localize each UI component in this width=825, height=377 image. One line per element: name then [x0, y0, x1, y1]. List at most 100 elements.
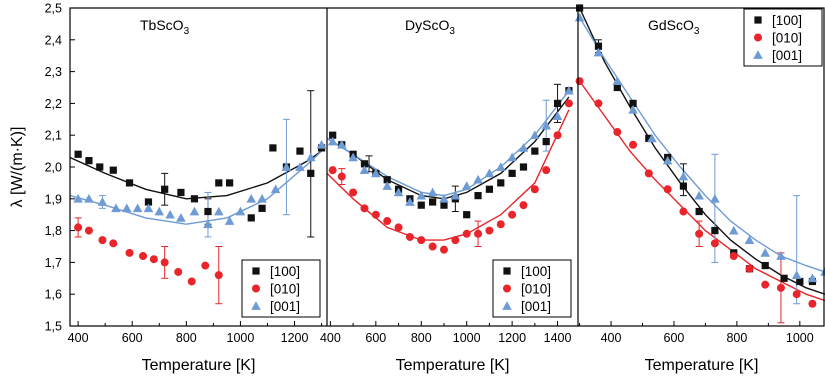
data-point-001: [728, 225, 739, 235]
data-point-010: [564, 99, 573, 108]
data-point-001: [382, 181, 392, 190]
panel-title: TbScO3: [140, 17, 190, 37]
y-tick-label: 2,5: [45, 2, 62, 16]
data-point-001: [73, 194, 83, 203]
data-point-010: [187, 277, 196, 286]
data-point-010: [519, 201, 528, 210]
x-tick-label: 1200: [498, 331, 526, 345]
data-point-100: [542, 137, 550, 146]
x-axis-label: Temperature [K]: [142, 357, 256, 374]
y-tick-label: 1,6: [45, 288, 62, 302]
data-point-001: [612, 76, 623, 85]
data-point-100: [780, 274, 788, 282]
data-point-001: [461, 181, 472, 190]
data-point-100: [629, 99, 637, 107]
data-point-001: [154, 206, 165, 216]
data-point-010: [594, 99, 603, 108]
data-point-100: [761, 261, 769, 270]
data-point-100: [508, 169, 516, 177]
panel-title-text: GdScO: [648, 17, 694, 33]
data-point-001: [518, 143, 529, 152]
data-point-100: [645, 134, 653, 142]
data-point-001: [552, 111, 563, 120]
panel-1: 400 600 800 1000 1200 1400 Temperature [K] DySc…: [320, 17, 574, 374]
data-point-010: [496, 220, 505, 229]
data-point-100: [269, 144, 277, 152]
data-point-001: [257, 194, 267, 203]
data-point-100: [161, 185, 169, 193]
legend-label: [010]: [772, 31, 802, 46]
data-point-010: [695, 229, 704, 238]
y-tick-label: 2,3: [45, 65, 62, 79]
legend-marker: [251, 301, 261, 310]
data-point-100: [711, 227, 719, 235]
y-tick-label: 2,1: [45, 129, 62, 143]
y-tick-label: 1,7: [45, 256, 62, 270]
x-tick-label: 600: [365, 331, 386, 345]
data-point-001: [348, 152, 358, 162]
data-point-100: [474, 192, 482, 200]
data-point-001: [495, 162, 506, 171]
data-point-010: [201, 261, 210, 270]
data-point-100: [296, 147, 304, 155]
data-point-010: [149, 255, 158, 264]
x-tick-label: 400: [68, 331, 89, 345]
data-point-010: [405, 232, 414, 241]
data-point-001: [427, 187, 438, 197]
data-point-001: [744, 235, 755, 244]
data-point-010: [98, 236, 107, 245]
data-point-100: [679, 182, 688, 190]
panel-title-subscript: 3: [694, 26, 700, 37]
data-point-100: [613, 83, 621, 92]
data-point-100: [247, 214, 255, 222]
data-point-010: [761, 280, 770, 289]
data-point-100: [125, 179, 134, 187]
data-point-100: [383, 176, 391, 184]
data-point-100: [307, 169, 315, 177]
data-point-100: [204, 207, 212, 216]
data-point-001: [235, 206, 246, 216]
x-tick-label: 600: [664, 331, 685, 345]
legend-label: [001]: [521, 299, 551, 314]
data-point-001: [165, 209, 175, 219]
legend-marker: [252, 267, 260, 275]
data-point-100: [190, 195, 199, 203]
data-point-001: [530, 130, 540, 140]
data-point-001: [336, 139, 347, 149]
x-tick-label: 1000: [227, 331, 255, 345]
legend-label: [010]: [521, 282, 551, 297]
x-axis-label: Temperature [K]: [645, 357, 759, 374]
data-point-001: [213, 206, 224, 216]
x-tick-label: 1000: [453, 331, 481, 345]
data-point-010: [729, 252, 738, 261]
data-point-001: [143, 203, 154, 213]
data-point-010: [542, 166, 551, 175]
data-point-010: [371, 210, 380, 219]
data-point-010: [792, 290, 801, 299]
x-tick-label: 800: [411, 331, 432, 345]
data-point-010: [74, 223, 83, 232]
data-point-100: [429, 198, 437, 206]
y-axis: 1,5 1,6 1,7 1,8 1,9 2,0 2,1 2,2 2,3 2,4 2,5 λ [W/(m…: [9, 2, 75, 334]
data-point-001: [473, 174, 483, 184]
legend-marker: [503, 284, 511, 293]
data-point-001: [647, 133, 657, 143]
data-point-001: [316, 139, 327, 149]
data-point-001: [593, 47, 604, 57]
data-point-001: [132, 203, 143, 213]
data-point-010: [428, 242, 437, 251]
x-tick-label: 600: [122, 331, 143, 345]
legend-marker: [503, 267, 511, 275]
data-point-010: [417, 236, 426, 245]
data-point-010: [383, 217, 392, 226]
data-point-100: [553, 99, 562, 107]
data-point-001: [439, 194, 449, 203]
x-tick-label: 800: [176, 331, 197, 345]
data-point-001: [710, 194, 720, 203]
data-point-001: [678, 171, 689, 181]
data-point-001: [450, 190, 461, 200]
data-point-001: [246, 194, 257, 203]
y-tick-label: 1,9: [45, 192, 62, 206]
